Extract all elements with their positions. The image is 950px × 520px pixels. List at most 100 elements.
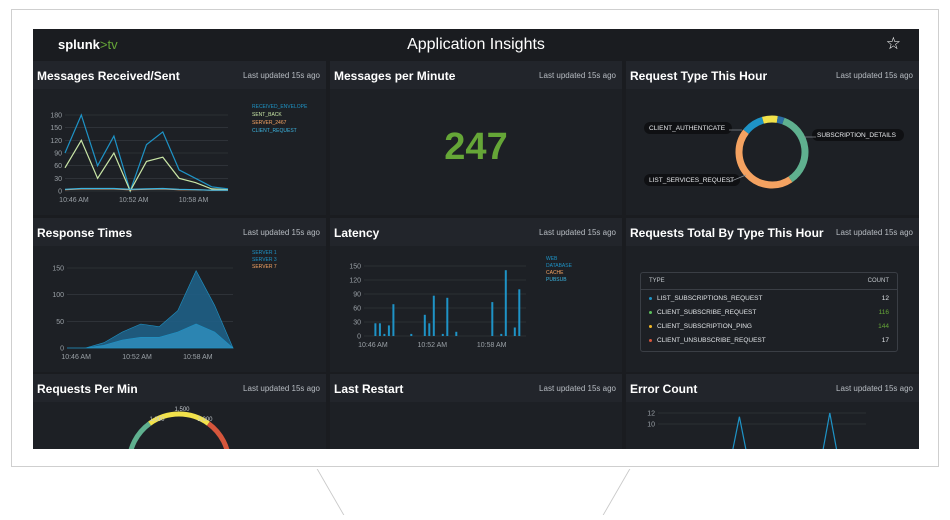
x-tick-label: 10:46 AM xyxy=(61,354,91,361)
x-tick-label: 10:52 AM xyxy=(418,342,448,349)
y-tick-label: 50 xyxy=(56,319,64,326)
last-updated: Last updated 15s ago xyxy=(539,71,616,80)
legend-label: SERVER 3 xyxy=(252,257,277,263)
gauge-label: 2,000 xyxy=(197,417,213,423)
series-line-received-envelope xyxy=(64,113,229,193)
panel-title: Error Count xyxy=(630,382,698,396)
legend-label: CLIENT_REQUEST xyxy=(252,128,297,134)
panel-title: Response Times xyxy=(37,226,133,240)
last-updated: Last updated 15s ago xyxy=(243,71,320,80)
favorite-star-icon[interactable]: ☆ xyxy=(885,34,901,53)
panel-messages-received-sent[interactable]: Messages Received/Sent Last updated 15s … xyxy=(33,61,326,215)
last-updated: Last updated 15s ago xyxy=(243,228,320,237)
last-updated: Last updated 15s ago xyxy=(836,71,913,80)
last-updated: Last updated 15s ago xyxy=(836,384,913,393)
last-updated: Last updated 15s ago xyxy=(243,384,320,393)
callout-bubble xyxy=(644,122,732,134)
legend-label: PUBSUB xyxy=(546,277,567,283)
x-tick-label: 10:52 AM xyxy=(119,197,149,204)
x-tick-label: 10:52 AM xyxy=(122,354,152,361)
y-tick-label: 150 xyxy=(50,125,62,132)
legend-label: SERVER 1 xyxy=(252,250,277,256)
latency-bar xyxy=(446,297,449,336)
last-updated: Last updated 15s ago xyxy=(836,228,913,237)
y-tick-label: 90 xyxy=(54,151,62,158)
callout-label: CLIENT_AUTHENTICATE xyxy=(649,125,726,132)
y-tick-label: 60 xyxy=(54,163,62,170)
series-line-client-request xyxy=(64,187,228,191)
app-header: splunk>tv Application Insights ☆ xyxy=(33,29,919,61)
panel-latency[interactable]: Latency Last updated 15s ago 150 120 90 60 3… xyxy=(330,218,622,372)
panel-title: Requests Per Min xyxy=(37,382,138,396)
y-tick-label: 180 xyxy=(50,113,62,120)
donut-slice-4 xyxy=(776,115,785,125)
callout-bubble xyxy=(644,174,741,186)
tv-screen: splunk>tv Application Insights ☆ Message… xyxy=(33,29,919,449)
callout-label: LIST_SERVICES_REQUEST xyxy=(649,177,734,184)
y-tick-label: 120 xyxy=(50,138,62,145)
response-times-area-chart: 150 100 50 010:46 AM 10:52 AM 10:58 AM SERVER … xyxy=(52,250,277,361)
error-count-line-chart: 12 10 xyxy=(647,411,866,449)
y-tick-label: 30 xyxy=(54,176,62,183)
latency-bar xyxy=(455,331,458,336)
panel-requests-per-min[interactable]: Requests Per Min Last updated 15s ago 1,… xyxy=(33,374,326,449)
latency-bar xyxy=(432,295,435,336)
y-tick-label: 120 xyxy=(349,278,361,285)
area-server-3 xyxy=(67,323,234,349)
latency-bar xyxy=(428,323,431,336)
table-row[interactable]: CLIENT_SUBSCRIPTION_PING 144 xyxy=(641,320,897,333)
series-line-errors xyxy=(732,412,838,449)
panel-response-times[interactable]: Response Times Last updated 15s ago 150 1… xyxy=(33,218,326,372)
legend-label: SERVER_2467 xyxy=(252,120,287,126)
y-tick-label: 0 xyxy=(357,334,361,341)
tv-stand-right xyxy=(602,469,631,515)
status-dot xyxy=(649,325,652,328)
latency-bar xyxy=(383,333,386,336)
latency-bar xyxy=(387,325,390,336)
splunk-tv-logo: splunk>tv xyxy=(58,37,118,52)
panel-title: Messages per Minute xyxy=(334,69,456,83)
y-tick-label: 30 xyxy=(353,320,361,327)
status-dot xyxy=(649,339,652,342)
gauge-band-1 xyxy=(148,411,210,426)
x-tick-label: 10:58 AM xyxy=(183,354,213,361)
x-tick-label: 10:46 AM xyxy=(59,197,89,204)
latency-bar xyxy=(491,302,494,336)
col-type: TYPE xyxy=(649,278,665,284)
tv-stand-left xyxy=(316,469,345,515)
legend-label: CACHE xyxy=(546,270,564,276)
panel-messages-per-minute[interactable]: Messages per Minute Last updated 15s ago… xyxy=(330,61,622,215)
panel-requests-total[interactable]: Requests Total By Type This Hour Last up… xyxy=(626,218,919,372)
table-row[interactable]: CLIENT_SUBSCRIBE_REQUEST 116 xyxy=(641,306,897,319)
y-tick-label: 0 xyxy=(58,189,62,196)
donut-slice-3 xyxy=(761,115,778,124)
legend-label: SERVER 7 xyxy=(252,264,277,270)
callout-leader xyxy=(728,174,747,183)
panel-title: Request Type This Hour xyxy=(630,69,768,83)
latency-bar-chart: 150 120 90 60 30 010:46 AM 10:52 AM 10:58 AM WEB… xyxy=(349,256,573,349)
series-line-sent-back xyxy=(64,138,229,193)
last-updated: Last updated 15s ago xyxy=(539,228,616,237)
donut-slice-0 xyxy=(781,117,809,183)
legend-label: DATABASE xyxy=(546,263,573,269)
donut-slice-2 xyxy=(743,116,765,134)
panel-error-count[interactable]: Error Count Last updated 15s ago 12 10 xyxy=(626,374,919,449)
last-updated: Last updated 15s ago xyxy=(539,384,616,393)
panel-title: Last Restart xyxy=(334,382,404,396)
panel-last-restart[interactable]: Last Restart Last updated 15s ago xyxy=(330,374,622,449)
latency-bar xyxy=(374,323,377,336)
legend-label: RECEIVED_ENVELOPE xyxy=(252,104,308,110)
gauge-label: 1,500 xyxy=(174,407,190,413)
status-dot xyxy=(649,311,652,314)
table-row[interactable]: LIST_SUBSCRIPTIONS_REQUEST 12 xyxy=(641,292,897,305)
y-tick-label: 12 xyxy=(647,411,655,418)
gauge-band-2 xyxy=(206,421,230,449)
y-tick-label: 90 xyxy=(353,292,361,299)
panel-request-type-hour[interactable]: Request Type This Hour Last updated 15s … xyxy=(626,61,919,215)
gauge-label: 1,000 xyxy=(149,417,165,423)
callout-bubble xyxy=(812,129,904,141)
table-row[interactable]: CLIENT_UNSUBSCRIBE_REQUEST 17 xyxy=(641,334,897,347)
latency-bar xyxy=(392,304,395,336)
latency-bar xyxy=(410,333,413,336)
panel-title: Latency xyxy=(334,226,380,240)
